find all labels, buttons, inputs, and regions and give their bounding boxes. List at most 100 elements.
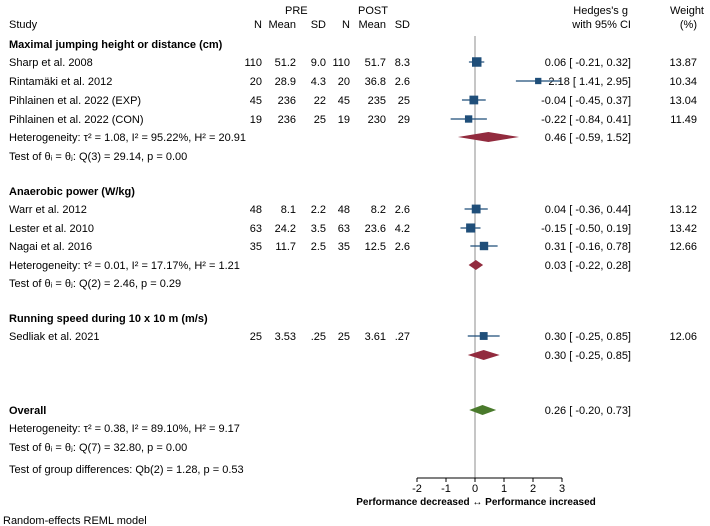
post-mean: 230 [368,114,386,126]
overall-diamond [469,405,497,415]
weight: 13.04 [669,95,697,107]
study-marker [464,115,473,123]
group-homogeneity-test: Test of θᵢ = θⱼ: Q(2) = 2.46, p = 0.29 [9,278,181,290]
header-post-n: N [342,19,350,31]
pre-n: 110 [244,57,262,69]
pre-sd: .25 [311,331,326,343]
effect-size-ci: 2.18 [ 1.41, 2.95] [548,76,631,88]
post-mean: 12.5 [365,241,386,253]
pre-n: 20 [250,76,262,88]
header-weight-line1: Weight [670,5,704,17]
group-differences-test: Test of group differences: Qb(2) = 1.28,… [9,464,244,476]
group-heterogeneity: Heterogeneity: τ² = 0.01, I² = 17.17%, H… [9,260,240,272]
weight: 13.87 [669,57,697,69]
post-sd: .27 [395,331,410,343]
post-sd: 4.2 [395,223,410,235]
header-study: Study [9,19,38,31]
post-n: 110 [332,57,350,69]
header-pre-n: N [254,19,262,31]
header-es-line1: Hedges's g [573,5,628,17]
study-marker [471,57,482,67]
group-title: Running speed during 10 x 10 m (m/s) [9,313,208,325]
pre-mean: 28.9 [275,76,296,88]
pre-n: 25 [250,331,262,343]
pre-sd: 2.2 [311,204,326,216]
post-mean: 8.2 [371,204,386,216]
weight: 12.66 [669,241,697,253]
effect-size-ci: 0.04 [ -0.36, 0.44] [545,204,631,216]
group-pooled-ci: 0.46 [ -0.59, 1.52] [545,132,631,144]
effect-size-ci: 0.06 [ -0.21, 0.32] [545,57,631,69]
overall-homogeneity-test: Test of θᵢ = θⱼ: Q(7) = 32.80, p = 0.00 [9,442,187,454]
overall-title: Overall [9,405,46,417]
study-name: Pihlainen et al. 2022 (CON) [9,114,144,126]
pre-n: 63 [250,223,262,235]
study-marker [466,223,476,233]
study-marker [535,77,542,85]
x-axis: -2 -1 0 1 2 3 [412,477,565,495]
post-sd: 29 [398,114,410,126]
post-n: 63 [338,223,350,235]
study-name: Sedliak et al. 2021 [9,331,100,343]
weight: 13.42 [669,223,697,235]
pre-mean: 236 [278,114,296,126]
overall-heterogeneity: Heterogeneity: τ² = 0.38, I² = 89.10%, H… [9,423,240,435]
x-tick-label: 0 [472,483,478,495]
study-name: Lester et al. 2010 [9,223,94,235]
header-post-sd: SD [395,19,410,31]
post-n: 25 [338,331,350,343]
weight: 10.34 [669,76,697,88]
study-marker [469,95,479,105]
group-pooled-diamond [467,350,500,360]
post-n: 35 [338,241,350,253]
group-title: Maximal jumping height or distance (cm) [9,39,223,51]
pre-mean: 51.2 [275,57,296,69]
pre-mean: 3.53 [275,331,296,343]
header-pre-mean: Mean [268,19,296,31]
effect-size-ci: -0.22 [ -0.84, 0.41] [541,114,631,126]
x-axis-label: Performance decreased ↔ Performance incr… [356,497,596,508]
study-name: Warr et al. 2012 [9,204,87,216]
post-sd: 2.6 [395,76,410,88]
pre-mean: 236 [278,95,296,107]
overall-ci: 0.26 [ -0.20, 0.73] [545,405,631,417]
group-title: Anaerobic power (W/kg) [9,186,135,198]
pre-n: 19 [250,114,262,126]
effect-size-ci: -0.15 [ -0.50, 0.19] [541,223,631,235]
pre-n: 48 [250,204,262,216]
header-pre-sd: SD [311,19,326,31]
post-n: 20 [338,76,350,88]
pre-mean: 8.1 [281,204,296,216]
header-post: POST [358,5,388,17]
study-name: Sharp et al. 2008 [9,57,93,69]
post-mean: 235 [368,95,386,107]
group-homogeneity-test: Test of θᵢ = θⱼ: Q(3) = 29.14, p = 0.00 [9,151,187,163]
x-tick-label: 1 [501,483,507,495]
pre-mean: 24.2 [275,223,296,235]
group-pooled-diamond [457,132,520,142]
post-n: 19 [338,114,350,126]
weight: 11.49 [670,114,697,126]
pre-sd: 2.5 [311,241,326,253]
pre-sd: 4.3 [311,76,326,88]
pre-sd: 9.0 [311,57,326,69]
effect-size-ci: 0.31 [ -0.16, 0.78] [545,241,631,253]
header-es-line2: with 95% CI [571,19,631,31]
x-tick-label: -1 [441,483,451,495]
pre-n: 35 [250,241,262,253]
post-n: 45 [338,95,350,107]
group-heterogeneity: Heterogeneity: τ² = 1.08, I² = 95.22%, H… [9,132,246,144]
group-pooled-diamond [468,260,484,270]
study-marker [479,241,489,251]
forest-rows: Maximal jumping height or distance (cm) S… [9,39,697,476]
header-weight-line2: (%) [680,19,697,31]
x-tick-label: 3 [559,483,565,495]
effect-size-ci: 0.30 [ -0.25, 0.85] [545,331,631,343]
effect-size-ci: -0.04 [ -0.45, 0.37] [541,95,631,107]
post-mean: 36.8 [365,76,386,88]
study-marker [479,332,488,340]
post-sd: 25 [398,95,410,107]
post-mean: 51.7 [365,57,386,69]
pre-n: 45 [250,95,262,107]
